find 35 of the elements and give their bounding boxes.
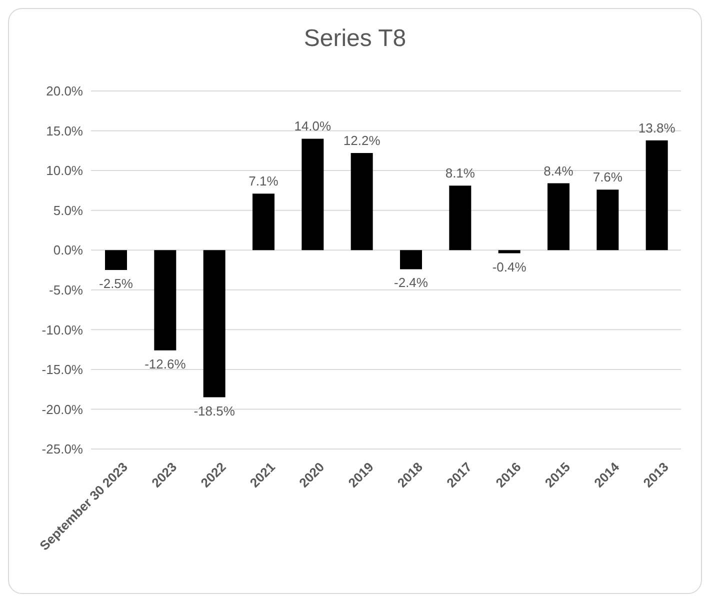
- data-label: 7.6%: [592, 170, 623, 185]
- data-label: 13.8%: [638, 120, 676, 136]
- bar: [596, 190, 619, 250]
- y-tick-label: 10.0%: [46, 163, 84, 178]
- data-label: 8.1%: [445, 166, 476, 181]
- bar: [203, 250, 226, 398]
- data-label: -2.5%: [99, 276, 134, 291]
- y-tick-label: 15.0%: [46, 123, 84, 138]
- y-tick-label: -10.0%: [42, 322, 84, 338]
- y-tick-label: 20.0%: [46, 84, 84, 99]
- y-tick-label: 0.0%: [53, 242, 84, 258]
- bar: [302, 138, 324, 250]
- data-label: 8.4%: [544, 163, 574, 178]
- bar: [400, 250, 422, 270]
- data-label: -0.4%: [492, 259, 527, 274]
- y-tick-label: -25.0%: [42, 442, 84, 457]
- data-label: -18.5%: [194, 403, 236, 418]
- y-tick-label: -20.0%: [42, 402, 84, 417]
- bar: [646, 140, 668, 250]
- data-label: 14.0%: [294, 118, 332, 134]
- bar: [449, 186, 472, 250]
- bar: [350, 153, 373, 250]
- bar: [498, 250, 520, 254]
- data-label: 7.1%: [248, 174, 279, 189]
- data-label: -12.6%: [144, 356, 186, 372]
- bar: [548, 183, 570, 250]
- chart-title: Series T8: [302, 25, 408, 53]
- y-tick-label: -5.0%: [49, 282, 84, 298]
- y-tick-label: -15.0%: [42, 362, 84, 378]
- bar: [105, 250, 127, 270]
- bar: [154, 250, 176, 350]
- bar: [252, 194, 274, 250]
- data-label: 12.2%: [343, 133, 381, 148]
- y-tick-label: 5.0%: [53, 202, 84, 218]
- data-label: -2.4%: [394, 275, 428, 290]
